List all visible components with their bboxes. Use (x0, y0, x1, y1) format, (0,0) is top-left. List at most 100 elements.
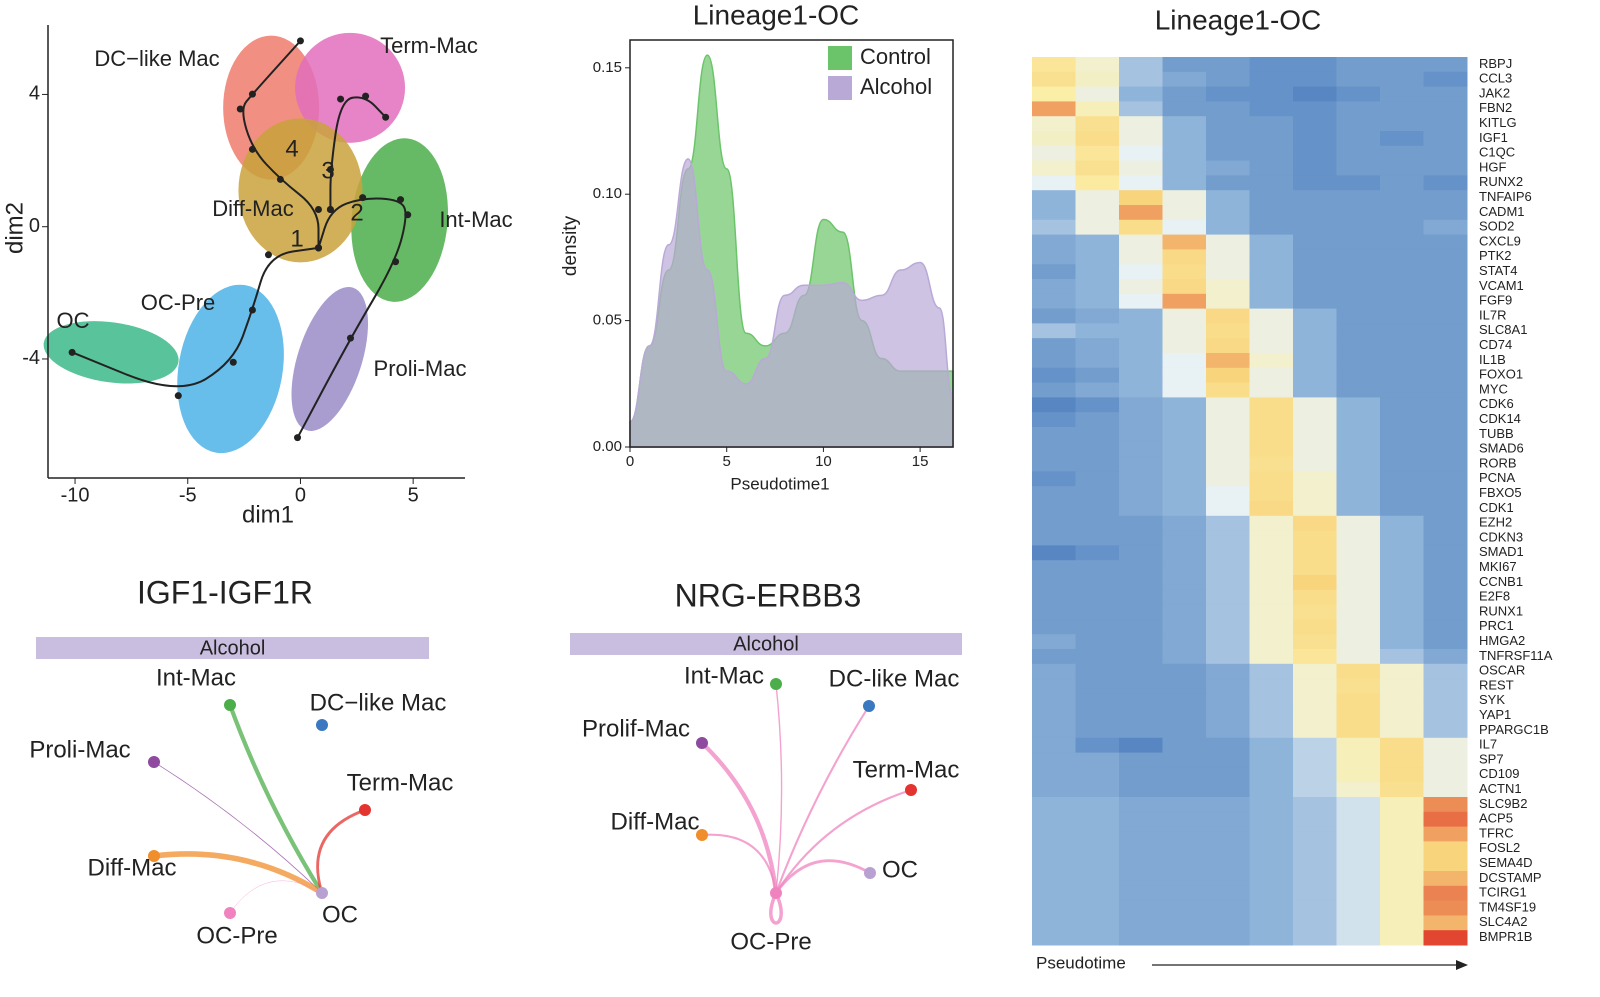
heatmap-cell (1032, 131, 1076, 147)
gene-label: ACP5 (1479, 811, 1513, 826)
heatmap-cell (1162, 175, 1207, 191)
heatmap-cell (1075, 338, 1120, 354)
branch-label: 2 (350, 199, 363, 226)
heatmap-cell (1249, 915, 1294, 931)
heatmap-cell (1293, 649, 1337, 665)
heatmap-cell (1380, 219, 1424, 236)
heatmap-cell (1293, 915, 1337, 931)
heatmap-cell (1075, 752, 1120, 768)
heatmap-cell (1423, 737, 1468, 754)
gene-label: OSCAR (1479, 663, 1525, 678)
trajectory-node (392, 258, 400, 266)
heatmap-cell (1162, 116, 1207, 132)
node-label: OC-Pre (730, 928, 811, 955)
heatmap-cell (1075, 663, 1120, 680)
node-label: Diff-Mac (611, 808, 700, 835)
heatmap-cell (1032, 412, 1076, 428)
heatmap-cell (1206, 856, 1250, 872)
heatmap-cell (1423, 545, 1468, 561)
heatmap-cell (1249, 205, 1294, 221)
gene-label: CCL3 (1479, 71, 1512, 86)
node-label: Proli-Mac (29, 736, 130, 763)
y-tick-label: 0.00 (593, 438, 622, 455)
heatmap-cell (1336, 264, 1381, 280)
heatmap-cell (1162, 131, 1207, 147)
heatmap-cell (1249, 441, 1294, 458)
heatmap-cell (1380, 545, 1424, 561)
heatmap-cell (1162, 456, 1207, 472)
heatmap-cell (1162, 190, 1207, 206)
gene-label: JAK2 (1479, 85, 1510, 100)
gene-label: FGF9 (1479, 293, 1512, 308)
y-axis-label: dim2 (1, 202, 28, 254)
heatmap-cell (1162, 353, 1207, 369)
heatmap-cell (1119, 441, 1163, 458)
heatmap-cell (1336, 604, 1381, 620)
heatmap-cell (1075, 708, 1120, 724)
node (316, 719, 328, 731)
heatmap-cell (1032, 501, 1076, 517)
heatmap-cell (1032, 515, 1076, 532)
heatmap-cell (1293, 737, 1337, 754)
heatmap-cell (1206, 57, 1250, 73)
heatmap-cell (1249, 86, 1294, 102)
heatmap-cell (1380, 471, 1424, 487)
heatmap-cell (1162, 826, 1207, 842)
heatmap-cell (1380, 826, 1424, 842)
heatmap-cell (1075, 530, 1120, 546)
gene-label: FOXO1 (1479, 367, 1523, 382)
heatmap-cell (1032, 471, 1076, 487)
edge (316, 808, 367, 895)
gene-label: IL1B (1479, 352, 1506, 367)
heatmap-cell (1336, 279, 1381, 295)
heatmap-cell (1162, 367, 1207, 384)
trajectory-node (229, 358, 237, 366)
heatmap-cell (1380, 530, 1424, 546)
trajectory-node (382, 113, 390, 121)
heatmap-cell (1249, 930, 1294, 946)
heatmap-cell (1206, 353, 1250, 369)
heatmap-cell (1336, 856, 1381, 872)
heatmap-cell (1162, 560, 1207, 576)
gene-label: SLC4A2 (1479, 914, 1527, 929)
heatmap-cell (1249, 856, 1294, 872)
heatmap-cell (1162, 663, 1207, 680)
heatmap-cell (1249, 323, 1294, 339)
x-tick-label: 0 (295, 484, 306, 506)
heatmap-cell (1336, 545, 1381, 561)
heatmap-cell (1206, 441, 1250, 458)
heatmap-cell (1206, 693, 1250, 709)
heatmap-cell (1336, 708, 1381, 724)
heatmap-cell (1162, 219, 1207, 236)
heatmap-cell (1423, 397, 1468, 413)
density-area (629, 158, 954, 448)
heatmap-cell (1032, 619, 1076, 635)
heatmap-cell (1293, 456, 1337, 472)
trajectory (329, 96, 387, 210)
heatmap-cell (1293, 279, 1337, 295)
node (224, 699, 236, 711)
heatmap-cell (1423, 412, 1468, 428)
heatmap-cell (1336, 841, 1381, 857)
heatmap-cell (1423, 323, 1468, 339)
heatmap-cell (1336, 663, 1381, 680)
cluster-label: Diff-Mac (212, 196, 294, 221)
heatmap-cell (1293, 530, 1337, 546)
plot-frame (629, 39, 954, 448)
heatmap-cell (1336, 441, 1381, 458)
heatmap-cell (1249, 486, 1294, 502)
branch-label: 3 (321, 157, 334, 184)
heatmap-cell (1206, 767, 1250, 783)
heatmap-cell (1380, 308, 1424, 324)
heatmap-cell (1380, 501, 1424, 517)
heatmap-cell (1423, 219, 1468, 236)
heatmap-cell (1293, 427, 1337, 443)
heatmap-cell (1119, 797, 1163, 813)
heatmap-cell (1032, 826, 1076, 842)
condition-bar (570, 633, 962, 655)
heatmap-cell (1380, 841, 1424, 857)
heatmap-cell (1336, 737, 1381, 754)
gene-label: TCIRG1 (1479, 885, 1527, 900)
x-tick-label: 10 (815, 453, 832, 470)
gene-label: CD109 (1479, 766, 1519, 781)
